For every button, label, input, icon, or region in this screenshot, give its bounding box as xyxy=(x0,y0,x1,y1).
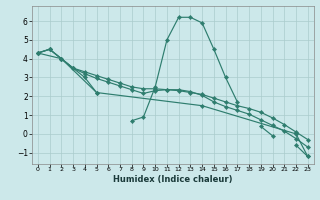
X-axis label: Humidex (Indice chaleur): Humidex (Indice chaleur) xyxy=(113,175,233,184)
